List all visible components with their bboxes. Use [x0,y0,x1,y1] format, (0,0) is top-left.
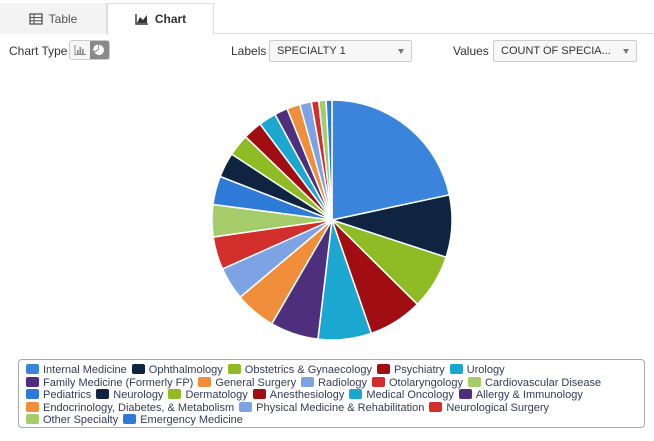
labels-select[interactable]: SPECIALTY 1 [269,40,412,62]
legend-item[interactable]: General Surgery [198,376,297,390]
labels-select-value: SPECIALTY 1 [277,45,346,57]
legend-label: Neurological Surgery [446,401,550,414]
tab-bar: Table Chart [0,0,654,35]
values-select[interactable]: COUNT OF SPECIA... [493,40,637,62]
legend-label: Neurology [113,389,164,401]
legend-swatch [26,389,39,399]
legend-item[interactable]: Urology [449,364,505,377]
legend-item[interactable]: Allergy & Immunology [458,389,583,402]
chart-type-toggle [69,40,110,60]
area-chart-icon [135,14,148,25]
legend-item[interactable]: Psychiatry [376,364,445,377]
pie-slice-internal-medicine[interactable] [331,99,451,221]
chart-controls: Chart Type Labels SPECIALTY 1 Values COU… [0,40,654,62]
legend-item[interactable]: Medical Oncology [349,389,454,402]
legend-label: Allergy & Immunology [475,389,583,401]
legend-item[interactable]: Emergency Medicine [123,414,243,427]
legend-label: Anesthesiology [269,389,345,401]
legend-label: Emergency Medicine [140,414,243,426]
legend-item[interactable]: Physical Medicine & Rehabilitation [239,401,425,415]
legend-swatch [26,414,39,424]
legend-item[interactable]: Pediatrics [26,389,91,402]
legend-label: General Surgery [215,376,297,389]
tab-table[interactable]: Table [0,3,107,34]
chart-legend: Internal Medicine Ophthalmology Obstetrics… [18,359,645,428]
legend-swatch [429,401,443,412]
legend-label: Obstetrics & Gynaecology [244,364,372,376]
legend-label: Medical Oncology [366,389,454,401]
legend-label: Radiology [318,376,367,389]
pie-slice-emergency-medicine[interactable] [325,99,333,221]
legend-swatch [26,364,39,374]
legend-label: Otolaryngology [389,376,463,389]
legend-item[interactable]: Otolaryngology [372,376,463,390]
legend-swatch [239,401,253,412]
pie-chart [211,99,453,341]
legend-label: Physical Medicine & Rehabilitation [256,401,425,414]
values-select-value: COUNT OF SPECIA... [501,45,611,57]
legend-item[interactable]: Dermatology [168,389,248,402]
bar-chart-icon [74,45,86,55]
legend-item[interactable]: Endocrinology, Diabetes, & Metabolism [26,401,235,415]
legend-item[interactable]: Family Medicine (Formerly FP) [26,376,194,390]
legend-label: Pediatrics [43,389,92,401]
tab-chart[interactable]: Chart [107,3,214,35]
legend-label: Dermatology [185,389,248,401]
legend-swatch [227,364,241,374]
legend-swatch [372,376,385,387]
bar-chart-type-button[interactable] [70,41,90,59]
labels-label: Labels [231,44,267,58]
pie-chart-icon [93,44,105,55]
tab-chart-label: Chart [154,12,187,26]
legend-item[interactable]: Other Specialty [26,414,118,427]
legend-swatch [168,389,182,399]
legend-swatch [131,364,145,374]
legend-item[interactable]: Ophthalmology [131,364,223,377]
legend-label: Cardiovascular Disease [485,376,602,389]
legend-swatch [349,389,363,399]
legend-swatch [96,389,110,399]
legend-label: Other Specialty [43,414,119,426]
legend-label: Ophthalmology [148,364,223,376]
pie-chart-type-button[interactable] [89,41,109,59]
legend-swatch [26,376,39,387]
legend-swatch [376,364,390,374]
tab-table-label: Table [48,11,78,26]
legend-item[interactable]: Internal Medicine [26,364,127,377]
legend-label: Endocrinology, Diabetes, & Metabolism [43,401,235,414]
legend-item[interactable]: Radiology [301,376,367,390]
legend-item[interactable]: Obstetrics & Gynaecology [227,364,372,377]
legend-item[interactable]: Anesthesiology [252,389,345,402]
values-label: Values [453,44,489,58]
table-icon [29,12,43,25]
legend-swatch [252,389,266,399]
legend-label: Family Medicine (Formerly FP) [43,376,194,389]
legend-swatch [26,401,39,412]
legend-item[interactable]: Neurology [96,389,163,402]
chevron-down-icon [398,49,404,54]
legend-swatch [198,376,212,387]
legend-swatch [301,376,315,387]
legend-swatch [458,389,472,399]
legend-label: Psychiatry [393,364,445,376]
legend-swatch [123,414,137,424]
chevron-down-icon [623,49,629,54]
legend-item[interactable]: Neurological Surgery [429,401,550,415]
chart-type-label: Chart Type [9,44,68,58]
legend-item[interactable]: Cardiovascular Disease [468,376,602,390]
legend-swatch [449,364,463,374]
legend-label: Urology [466,364,505,376]
legend-label: Internal Medicine [43,364,127,376]
legend-swatch [468,376,481,387]
